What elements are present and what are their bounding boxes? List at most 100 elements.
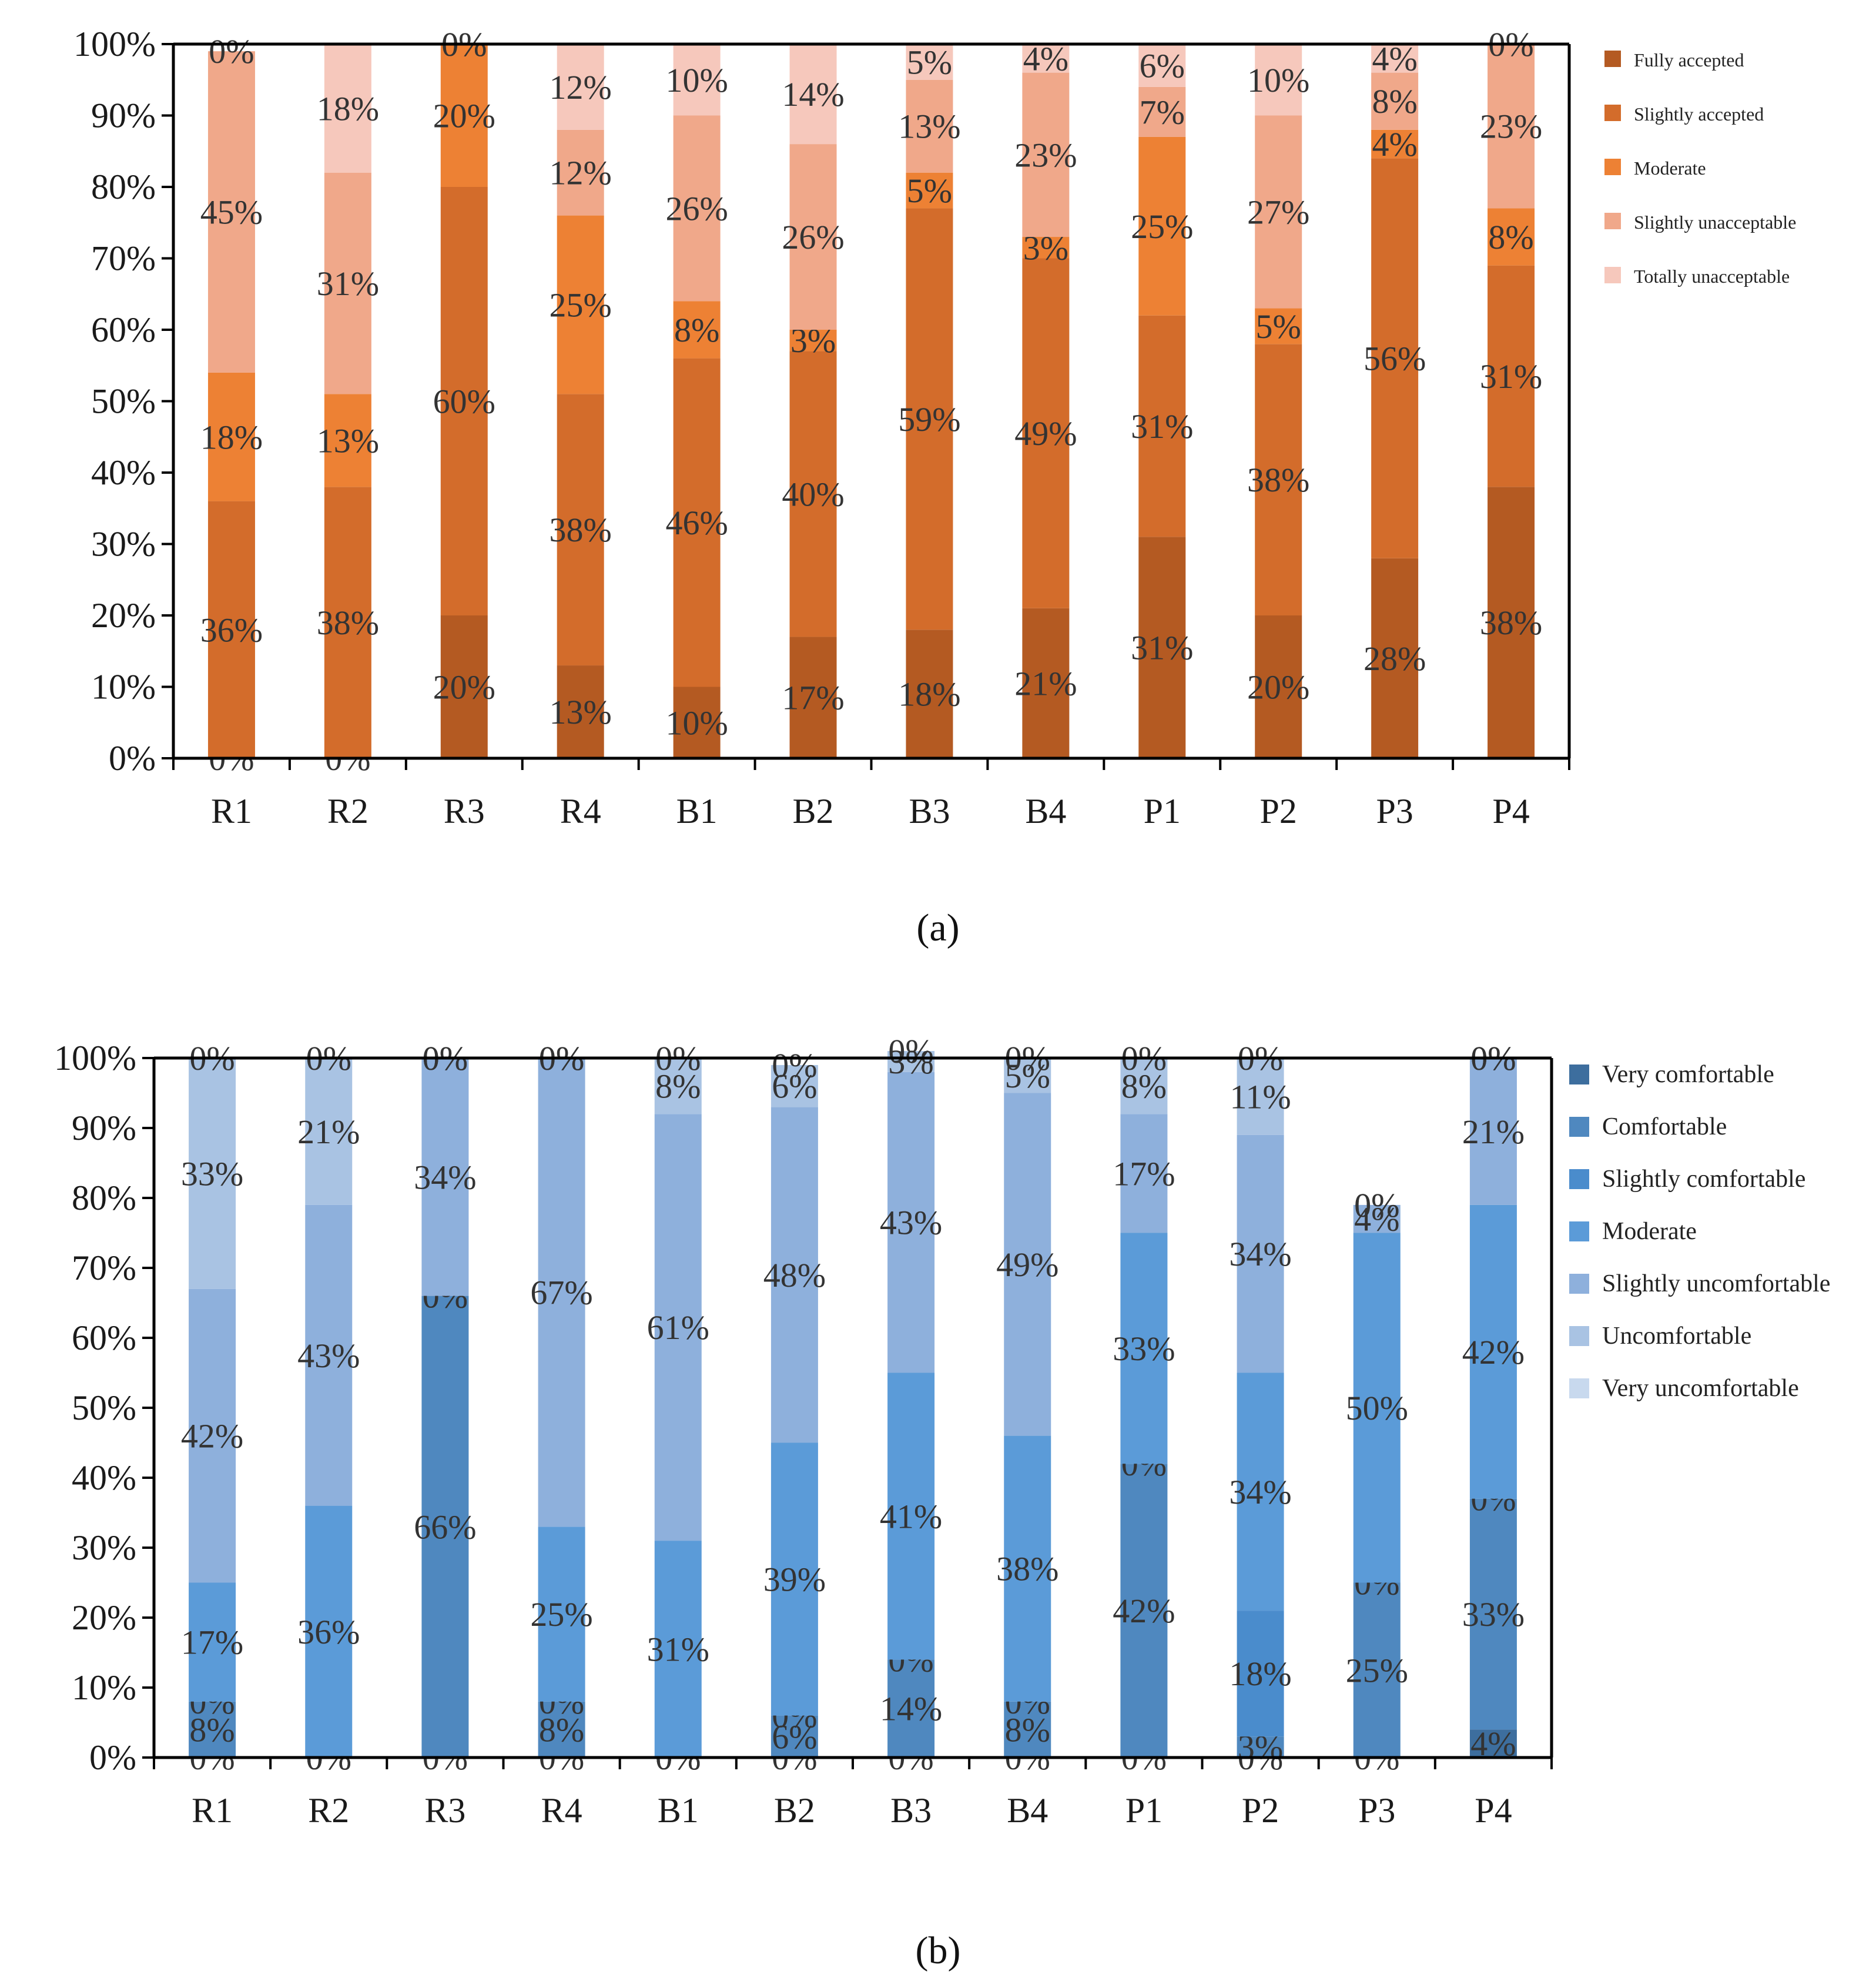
bar-segment-b-P1-3	[1120, 1233, 1168, 1464]
legend-swatch-b-6	[1569, 1378, 1589, 1398]
bar-segment-a-P1-3	[1138, 86, 1186, 137]
bar-segment-a-R4-3	[557, 129, 604, 216]
data-label-a-P3-0: 28%	[1364, 640, 1426, 678]
data-label-a-R4-0: 13%	[550, 693, 612, 731]
bar-segment-b-P4-4	[1469, 1058, 1517, 1205]
x-tick-label-b-R1: R1	[192, 1791, 233, 1830]
data-label-b-P2-4: 34%	[1229, 1235, 1291, 1273]
data-label-b-B3-6: 0%	[888, 1032, 933, 1070]
data-label-a-R2-4: 18%	[317, 89, 379, 128]
legend-label-a-2: Moderate	[1634, 158, 1706, 179]
data-label-b-B4-5: 5%	[1005, 1057, 1050, 1095]
data-label-a-B1-3: 26%	[665, 189, 728, 227]
data-label-b-B4-3: 38%	[996, 1550, 1058, 1588]
x-tick-label-b-P4: P4	[1475, 1791, 1512, 1830]
data-label-b-B3-3: 41%	[880, 1497, 942, 1535]
bar-segment-a-B1-2	[673, 301, 721, 359]
y-tick-label-b-2: 20%	[72, 1598, 136, 1637]
data-label-a-B4-0: 21%	[1014, 664, 1077, 702]
data-label-a-R2-1: 38%	[317, 604, 379, 642]
data-label-b-B2-3: 39%	[763, 1561, 826, 1599]
data-label-a-B3-1: 59%	[898, 400, 960, 438]
data-label-b-P3-1: 25%	[1346, 1651, 1408, 1689]
legend-label-a-1: Slightly accepted	[1634, 103, 1764, 125]
data-label-b-P4-3: 42%	[1462, 1333, 1525, 1371]
data-label-b-B1-3: 31%	[647, 1631, 709, 1669]
data-label-b-B4-4: 49%	[996, 1246, 1058, 1284]
data-label-a-R1-1: 36%	[200, 611, 263, 649]
data-label-a-R1-3: 45%	[200, 193, 263, 232]
legend-label-b-6: Very uncomfortable	[1602, 1375, 1799, 1402]
bar-segment-a-R4-4	[557, 44, 604, 130]
bar-segment-b-B3-4	[887, 1072, 935, 1373]
data-label-a-B3-0: 18%	[898, 675, 960, 714]
bar-segment-a-R3-1	[440, 187, 488, 615]
bar-segment-a-P3-3	[1371, 72, 1419, 130]
bar-segment-a-P2-1	[1255, 344, 1302, 615]
y-tick-label-b-10: 100%	[54, 1039, 136, 1077]
bar-segment-b-B2-4	[771, 1107, 818, 1443]
y-tick-label-b-0: 0%	[89, 1738, 136, 1777]
data-label-b-B2-4: 48%	[763, 1256, 826, 1294]
data-label-b-R2-3: 36%	[297, 1613, 360, 1651]
x-tick-label-b-R3: R3	[424, 1791, 465, 1830]
bar-segment-a-B3-3	[906, 79, 953, 173]
data-label-b-R1-5: 33%	[181, 1154, 243, 1193]
bar-segment-b-R1-3	[189, 1582, 236, 1702]
bar-segment-a-P4-2	[1488, 208, 1535, 266]
bar-segment-b-R4-3	[538, 1527, 585, 1702]
data-label-a-P2-0: 20%	[1247, 668, 1309, 707]
data-label-a-B4-3: 23%	[1014, 136, 1077, 174]
data-label-a-B1-0: 10%	[665, 704, 728, 742]
data-label-a-B4-1: 49%	[1014, 414, 1077, 453]
y-tick-label-a-5: 50%	[91, 382, 156, 421]
data-label-b-B3-4: 43%	[880, 1204, 942, 1242]
bar-segment-b-P2-5	[1237, 1058, 1284, 1135]
data-label-b-B2-1: 6%	[772, 1718, 817, 1756]
bar-segment-a-B4-1	[1022, 258, 1070, 608]
data-label-a-P1-4: 6%	[1140, 46, 1185, 85]
panel-label-a: (a)	[916, 906, 959, 949]
bar-segment-a-P3-1	[1371, 158, 1419, 558]
data-label-a-R3-2: 20%	[433, 97, 495, 135]
bar-segment-a-B3-4	[906, 44, 953, 80]
data-label-b-P3-5: 0%	[1354, 1186, 1399, 1224]
x-tick-label-b-R2: R2	[308, 1791, 349, 1830]
data-label-b-B3-5: 3%	[888, 1043, 933, 1081]
data-label-a-B1-1: 46%	[665, 504, 728, 542]
data-label-a-R3-1: 60%	[433, 383, 495, 421]
bar-segment-a-B2-2	[789, 330, 837, 352]
bar-segment-b-P4-1	[1469, 1498, 1517, 1730]
data-label-b-P1-3: 33%	[1113, 1330, 1175, 1368]
data-label-b-R1-1: 8%	[189, 1710, 235, 1749]
bar-segment-b-R3-1	[421, 1296, 469, 1758]
bar-segment-a-R2-1	[324, 487, 371, 758]
bar-segment-b-B1-3	[654, 1541, 702, 1758]
data-label-a-R4-1: 38%	[550, 511, 612, 549]
legend-label-a-0: Fully accepted	[1634, 49, 1744, 71]
x-tick-label-a-B2: B2	[793, 792, 834, 831]
bar-segment-b-B3-3	[887, 1373, 935, 1660]
data-label-a-P2-4: 10%	[1247, 61, 1309, 99]
bar-segment-a-B4-0	[1022, 608, 1070, 758]
data-label-b-P4-1: 33%	[1462, 1595, 1525, 1633]
data-label-a-R4-2: 25%	[550, 286, 612, 324]
data-label-b-B4-1: 8%	[1005, 1710, 1050, 1749]
bar-segment-a-P3-4	[1371, 44, 1419, 73]
legend-label-b-0: Very comfortable	[1602, 1061, 1774, 1088]
data-label-b-P1-1: 42%	[1113, 1592, 1175, 1630]
x-tick-label-a-B4: B4	[1025, 792, 1066, 831]
legend-swatch-b-0	[1569, 1065, 1589, 1084]
x-tick-label-a-B1: B1	[676, 792, 718, 831]
x-tick-label-b-P2: P2	[1242, 1791, 1279, 1830]
bar-segment-b-B2-1	[771, 1715, 818, 1758]
legend-label-a-3: Slightly unacceptable	[1634, 212, 1796, 233]
y-tick-label-a-10: 100%	[73, 25, 156, 63]
data-label-a-P1-3: 7%	[1140, 93, 1185, 131]
bar-segment-b-B4-1	[1004, 1701, 1051, 1758]
x-tick-label-a-P1: P1	[1144, 792, 1181, 831]
bar-segment-a-B3-2	[906, 172, 953, 209]
legend-swatch-b-5	[1569, 1326, 1589, 1346]
x-tick-label-a-R1: R1	[211, 792, 252, 831]
chart-a: 0%36%18%45%0%0%38%13%31%18%20%60%20%0%0%…	[73, 25, 1796, 831]
